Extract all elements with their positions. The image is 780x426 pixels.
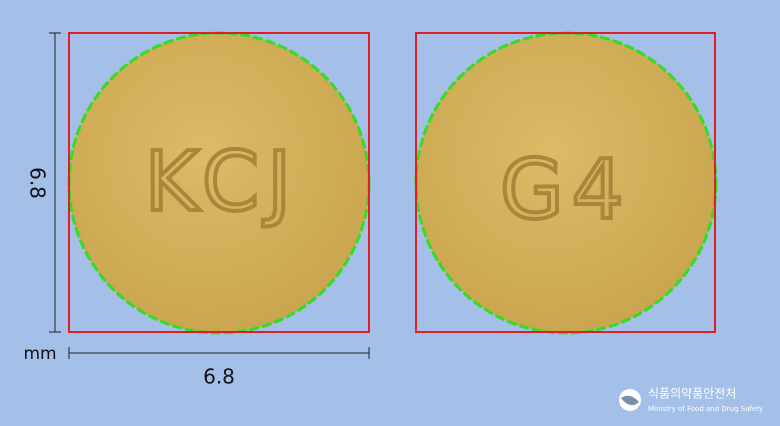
- bounding-box: [68, 32, 370, 333]
- width-label: 6.8: [203, 365, 235, 389]
- imprint: KCJ: [145, 135, 300, 230]
- imprint: G4: [500, 143, 632, 238]
- logo-icon-mark: [621, 395, 639, 406]
- unit-label: mm: [23, 344, 56, 364]
- height-label: 6.8: [26, 167, 50, 199]
- height-dimension-line: [49, 32, 61, 333]
- bounding-box: [415, 32, 716, 333]
- pill-back: [416, 33, 716, 333]
- pill-front: [69, 33, 369, 333]
- logo-korean: 식품의약품안전처: [648, 386, 736, 401]
- logo-english: Ministry of Food and Drug Safety: [648, 405, 763, 413]
- width-dimension-line: [68, 347, 370, 359]
